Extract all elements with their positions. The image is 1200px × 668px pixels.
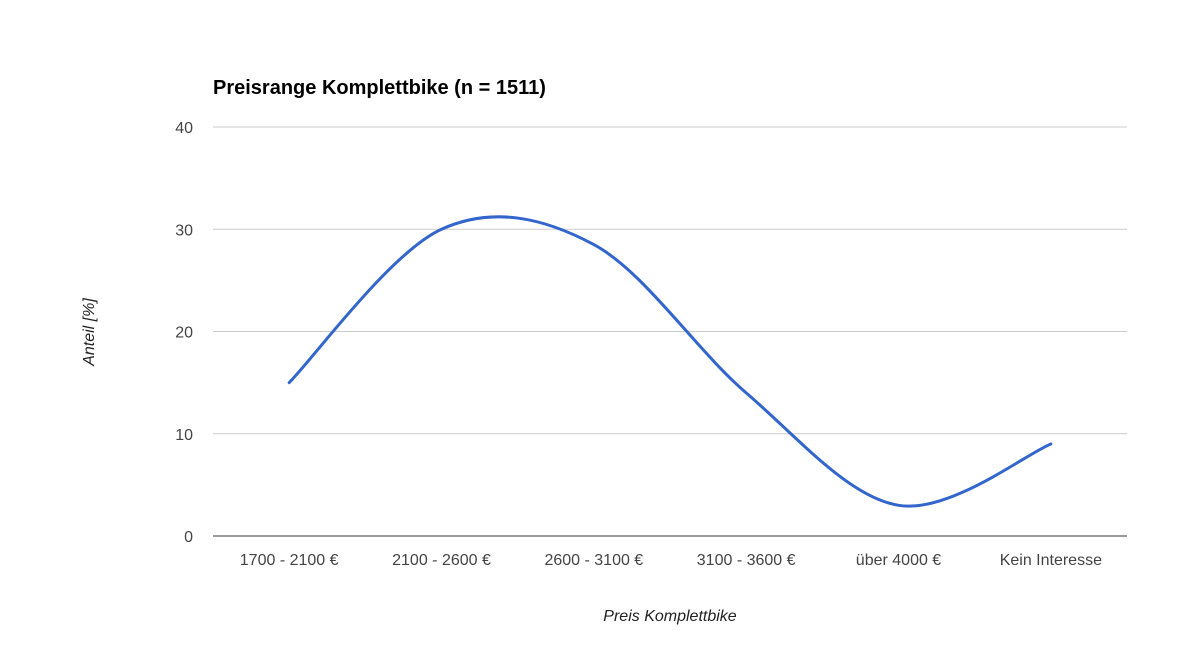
data-point[interactable]: [742, 389, 750, 397]
data-point[interactable]: [590, 241, 598, 249]
series-lines: [285, 215, 1055, 509]
x-axis-ticks: 1700 - 2100 € 2100 - 2600 € 2600 - 3100 € 3…: [240, 552, 1102, 569]
data-point[interactable]: [438, 225, 446, 233]
y-tick-label: 40: [175, 120, 193, 137]
data-point[interactable]: [895, 501, 903, 509]
chart-title: Preisrange Komplettbike (n = 1511): [213, 77, 546, 99]
x-tick-label: 2600 - 3100 €: [544, 552, 643, 569]
y-axis-ticks: 0 10 20 30 40: [175, 120, 193, 546]
x-axis-title: Preis Komplettbike: [603, 608, 736, 625]
y-tick-label: 30: [175, 222, 193, 239]
series-line: [287, 215, 1053, 508]
y-tick-label: 20: [175, 325, 193, 342]
y-tick-label: 10: [175, 427, 193, 444]
x-tick-label: 3100 - 3600 €: [697, 552, 796, 569]
x-tick-label: 2100 - 2600 €: [392, 552, 491, 569]
data-point[interactable]: [285, 379, 293, 387]
y-tick-label: 0: [184, 529, 193, 546]
x-tick-label: über 4000 €: [856, 552, 942, 569]
x-tick-label: 1700 - 2100 €: [240, 552, 339, 569]
data-point[interactable]: [1047, 440, 1055, 448]
gridlines: [213, 126, 1127, 537]
y-axis-title: Anteil [%]: [81, 298, 98, 367]
x-tick-label: Kein Interesse: [1000, 552, 1102, 569]
